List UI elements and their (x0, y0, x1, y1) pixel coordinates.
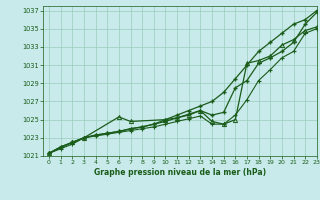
X-axis label: Graphe pression niveau de la mer (hPa): Graphe pression niveau de la mer (hPa) (94, 168, 266, 177)
